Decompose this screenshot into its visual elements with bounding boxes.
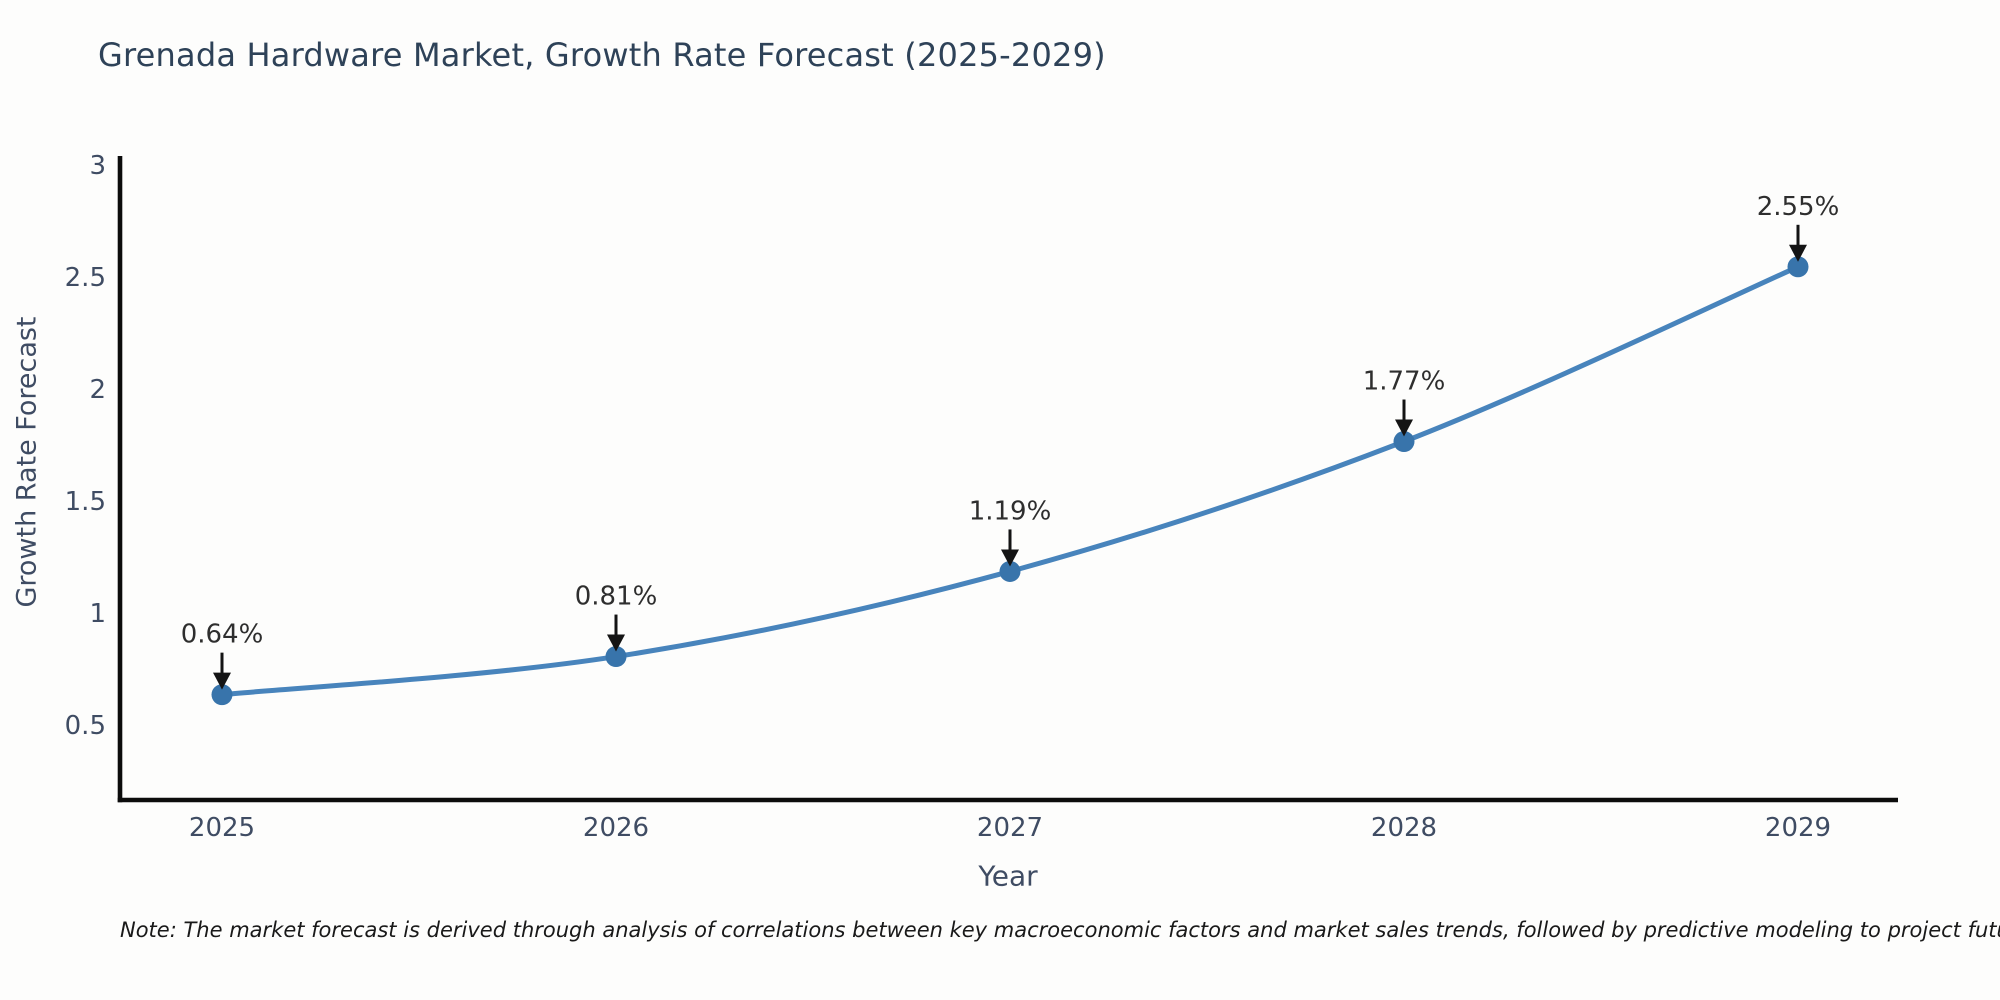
x-axis-tick-label: 2025 [189,813,255,843]
x-axis-tick-label: 2029 [1765,813,1831,843]
annotation-label: 1.19% [969,496,1052,526]
point-annotation: 0.64% [181,620,264,690]
chart-title: Grenada Hardware Market, Growth Rate For… [98,36,1106,74]
point-annotation: 1.77% [1363,367,1446,437]
point-annotation: 1.19% [969,496,1052,567]
y-axis-tick-label: 2 [89,375,106,405]
x-axis-title: Year [978,859,1038,893]
annotation-arrowhead-icon [1395,419,1413,437]
y-axis-tick-label: 1 [89,599,106,629]
annotation-arrowhead-icon [1789,244,1807,262]
annotation-arrowhead-icon [1001,549,1019,567]
data-point-marker [1393,431,1415,453]
data-point-marker [211,684,233,706]
y-axis-tick-label: 3 [89,151,106,181]
chart-footnote: Note: The market forecast is derived thr… [120,918,2000,942]
x-axis-tick-label: 2027 [977,813,1043,843]
data-point-marker [999,560,1021,582]
annotation-label: 2.55% [1757,192,1840,222]
x-axis-tick-label: 2026 [583,813,649,843]
y-axis-tick-label: 0.5 [65,711,106,741]
point-annotation: 0.81% [575,582,658,652]
y-axis-tick-label: 2.5 [65,263,106,293]
point-annotation: 2.55% [1757,192,1840,262]
data-point-marker [1787,256,1809,278]
y-axis-tick-label: 1.5 [65,487,106,517]
trend-line [219,264,1801,698]
annotation-label: 0.81% [575,582,658,612]
annotation-arrowhead-icon [607,634,625,652]
x-axis-tick-label: 2028 [1371,813,1437,843]
data-point-marker [605,646,627,668]
annotation-label: 1.77% [1363,367,1446,397]
annotation-arrowhead-icon [213,672,231,690]
annotation-label: 0.64% [181,620,264,650]
